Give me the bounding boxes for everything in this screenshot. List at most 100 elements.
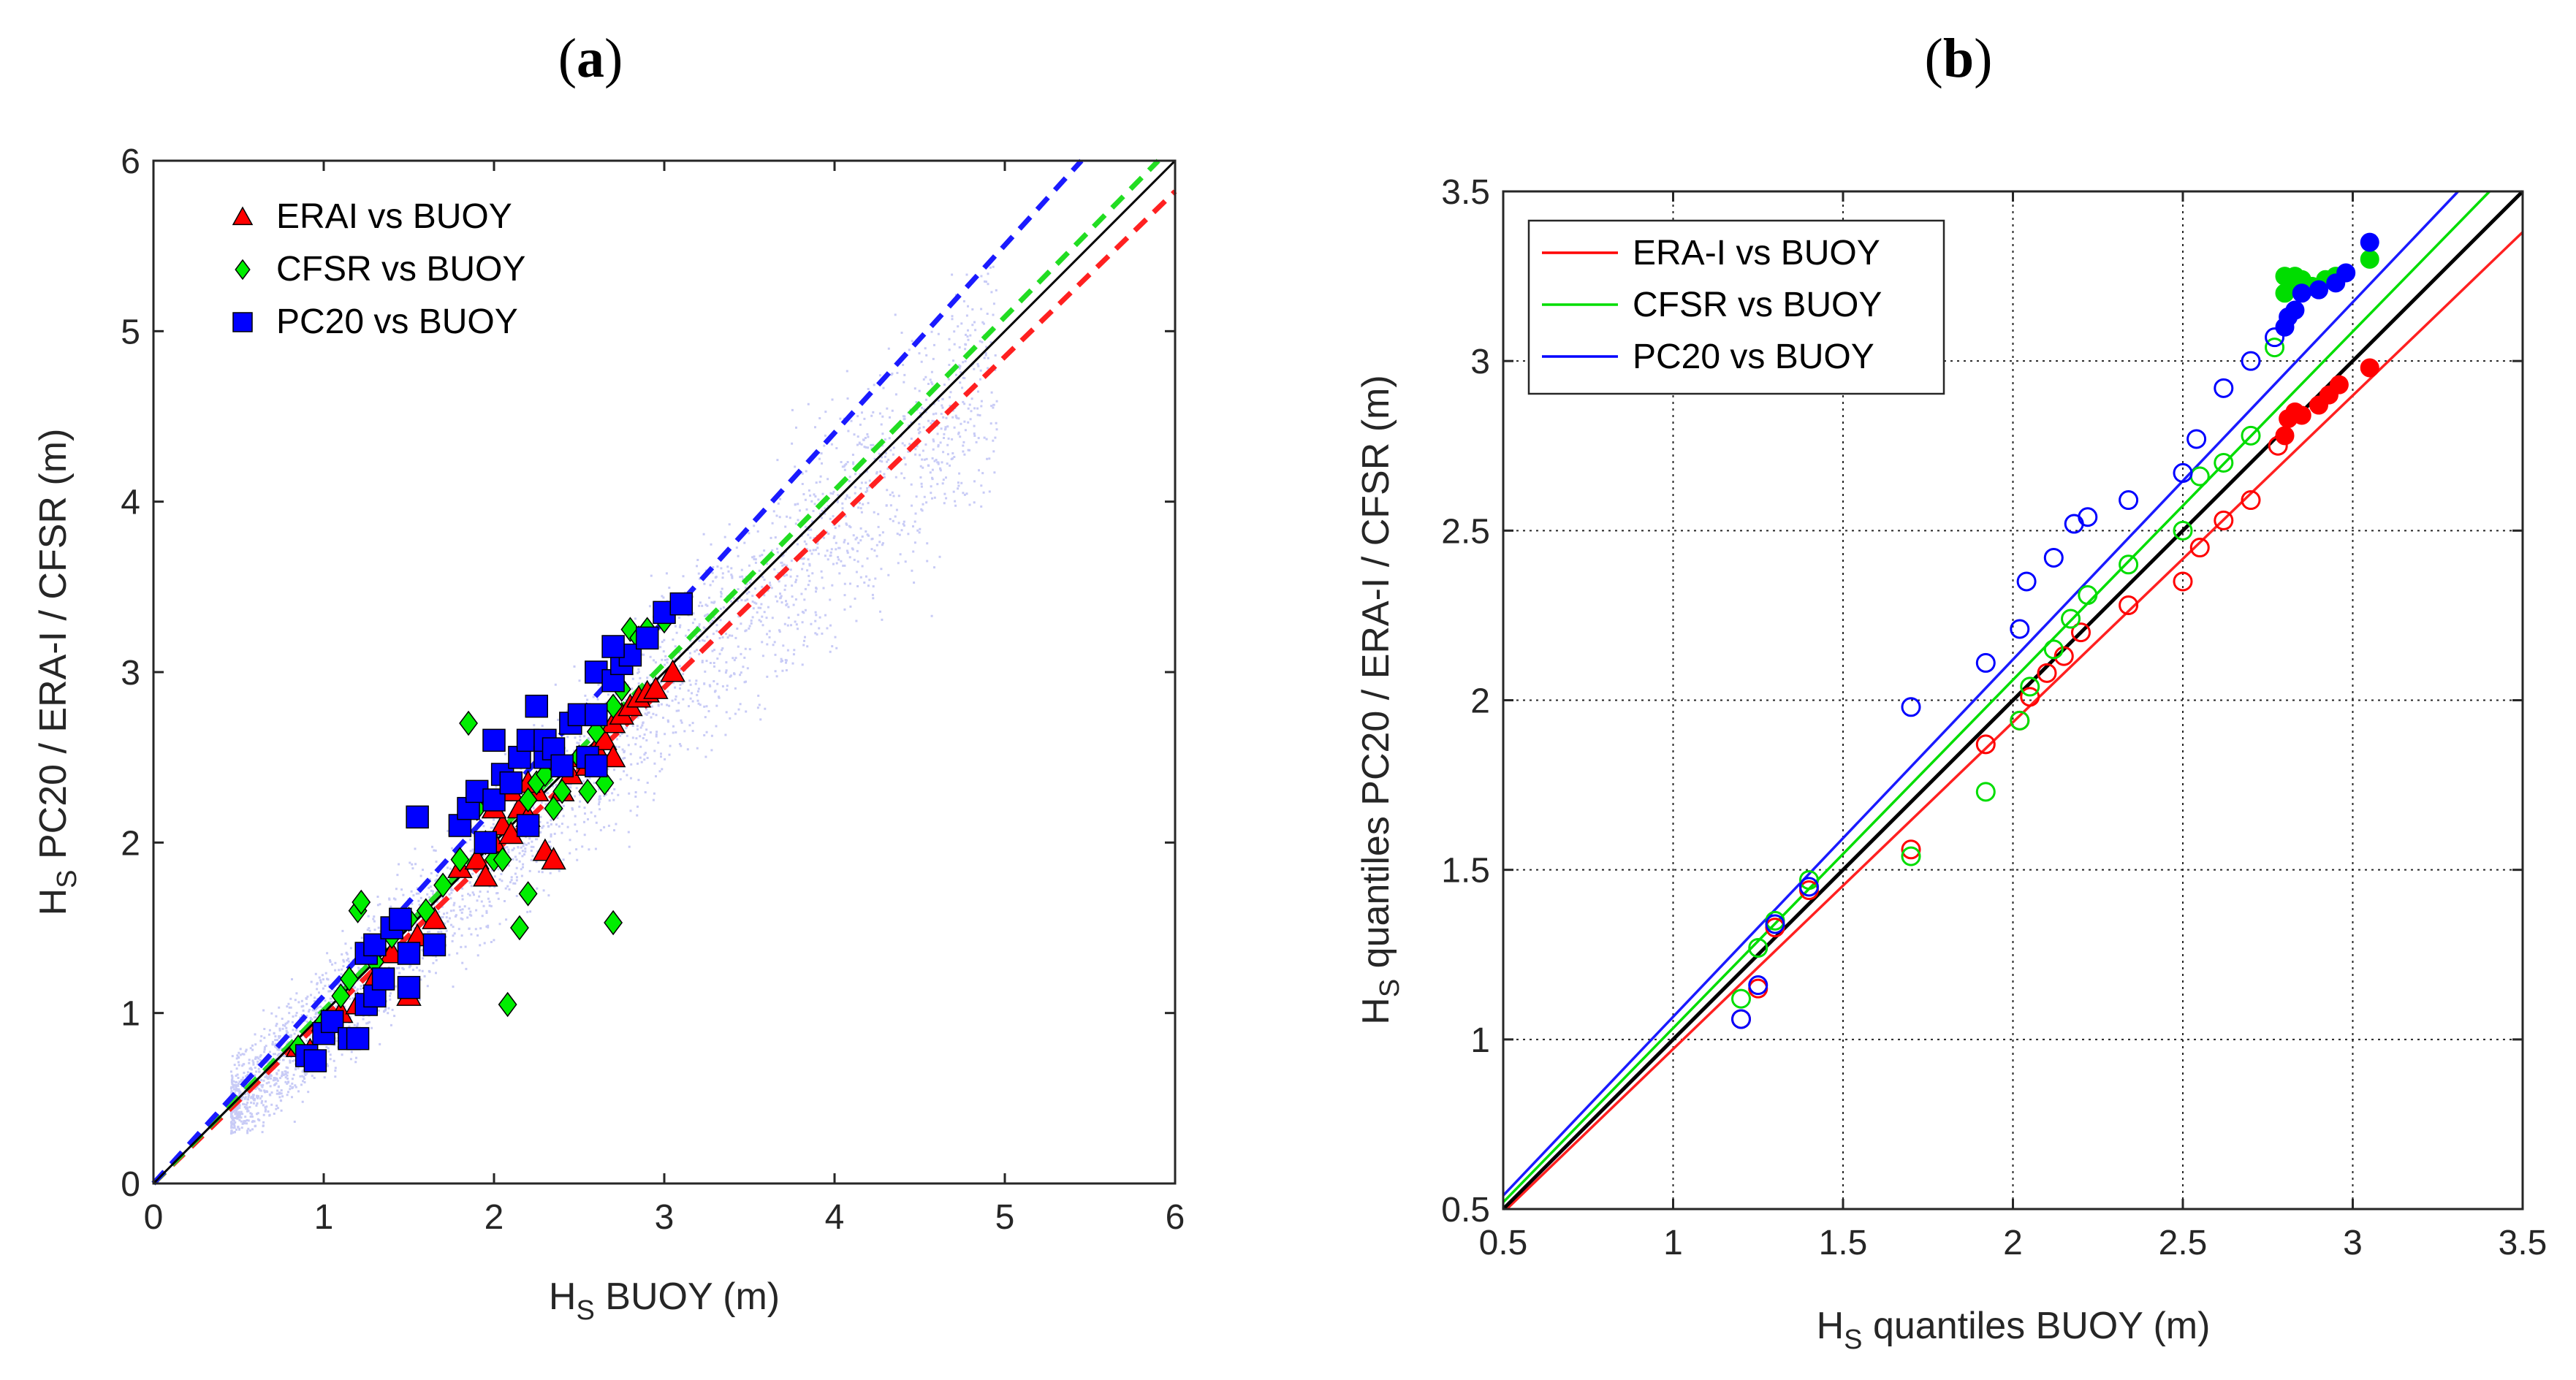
b-y-axis-label: HS quantiles PC20 / ERA-I / CFSR (m) (1355, 375, 1405, 1024)
b-legend-box (1527, 219, 1945, 395)
x-tick-label: 0 (144, 1198, 164, 1237)
a-point-triangle (464, 847, 490, 870)
a-ylabel-main: H (32, 888, 75, 916)
a-point-diamond (493, 847, 512, 872)
a-legend-label: PC20 vs BUOY (276, 302, 518, 341)
b-point-open (1748, 975, 1768, 996)
panel-a: (a) 0 1 2 3 4 5 6 0 1 2 3 4 5 6 ERAI vs BUOY CFSR vs B… (32, 28, 1185, 1326)
panel-b-label: (b) (1925, 28, 1993, 89)
panel-b-letter: b (1943, 28, 1974, 89)
b-point-open (2186, 429, 2207, 449)
b-point-open (2265, 327, 2285, 348)
y-tick-label: 0.5 (1441, 1191, 1490, 1230)
b-point-filled (2360, 232, 2379, 252)
a-point-square (389, 907, 412, 931)
b-point-filled (2285, 300, 2305, 320)
y-tick-label: 1 (1470, 1021, 1490, 1060)
b-point-open (1731, 988, 1751, 1009)
b-point-open (1901, 846, 1921, 866)
a-point-diamond (331, 983, 351, 1009)
b-point-open (1748, 937, 1768, 958)
panel-b: (b) 0.5 1 1.5 2 2.5 3 3.5 0.5 1 1.5 2 2.5 3 3.5 ERA-I… (1355, 28, 2547, 1355)
a-ylabel-rest: PC20 / ERA-I / CFSR (m) (32, 429, 75, 870)
b-point-filled (2360, 358, 2379, 378)
x-tick-label: 6 (1166, 1198, 1185, 1237)
panel-a-letter: a (577, 28, 604, 89)
y-tick-label: 6 (121, 142, 140, 181)
a-point-triangle (660, 659, 685, 682)
a-xlabel-sub: S (576, 1295, 594, 1326)
b-point-open (1901, 839, 1921, 860)
b-legend-label: CFSR vs BUOY (1633, 286, 1882, 324)
b-fit-line-pc20 (1502, 190, 2459, 1197)
x-tick-label: 1 (314, 1198, 334, 1237)
a-point-diamond (416, 898, 436, 923)
b-point-open (2020, 687, 2040, 707)
b-fit-line-cfsr (1502, 190, 2490, 1203)
a-legend-label: ERAI vs BUOY (276, 197, 512, 236)
a-point-square (397, 942, 421, 965)
b-point-filled (2275, 426, 2295, 446)
a-y-axis-label: HS PC20 / ERA-I / CFSR (m) (32, 429, 83, 916)
y-tick-label: 3.5 (1441, 173, 1490, 212)
x-tick-label: 2 (485, 1198, 504, 1237)
a-legend-marker-square (232, 312, 253, 332)
b-fit-lines (1502, 190, 2524, 1211)
b-point-filled (2309, 280, 2328, 300)
a-point-triangle (541, 847, 566, 870)
a-legend: ERAI vs BUOY CFSR vs BUOY PC20 vs BUOY (232, 197, 525, 341)
b-point-open (2078, 507, 2098, 527)
b-point-open (2119, 595, 2139, 615)
a-point-diamond (552, 779, 572, 804)
b-point-open (2010, 710, 2030, 731)
x-tick-label: 3.5 (2499, 1224, 2547, 1262)
a-point-diamond (498, 991, 517, 1018)
a-point-square (422, 933, 447, 957)
b-legend-label: ERA-I vs BUOY (1633, 234, 1880, 272)
a-xlabel-main: H (549, 1276, 577, 1318)
b-point-open (2214, 452, 2234, 473)
a-point-diamond (578, 779, 598, 804)
b-point-filled (2292, 405, 2311, 425)
x-tick-label: 5 (995, 1198, 1015, 1237)
a-point-square (525, 694, 548, 718)
b-ylabel-main: H (1355, 997, 1397, 1025)
a-point-diamond (450, 847, 470, 872)
b-point-open (2214, 510, 2234, 530)
b-point-open (1975, 652, 1996, 673)
b-point-open (2173, 462, 2193, 483)
b-point-open (1975, 734, 1996, 755)
b-point-open (2078, 585, 2098, 606)
a-point-square (303, 1049, 327, 1072)
b-fit-line-era-i (1505, 231, 2524, 1211)
b-point-open (2037, 663, 2057, 683)
b-point-filled (2329, 375, 2349, 394)
x-tick-label: 2 (2003, 1224, 2023, 1262)
b-point-open (2265, 338, 2285, 358)
b-point-open (2173, 571, 2193, 592)
y-tick-label: 2.5 (1441, 512, 1490, 551)
b-ylabel-rest: quantiles PC20 / ERA-I / CFSR (m) (1355, 375, 1397, 978)
b-point-open (1975, 782, 1996, 802)
b-data-points (1731, 232, 2379, 1029)
x-tick-label: 3 (655, 1198, 675, 1237)
a-point-diamond (518, 881, 538, 907)
a-x-axis-label: HS BUOY (m) (549, 1276, 780, 1326)
b-point-filled (2292, 283, 2311, 303)
y-tick-label: 5 (121, 313, 140, 351)
b-xlabel-sub: S (1844, 1324, 1862, 1355)
b-point-open (2173, 520, 2193, 541)
a-point-diamond (433, 872, 453, 898)
b-point-open (2064, 514, 2084, 534)
a-point-triangle (473, 864, 498, 887)
b-point-open (1731, 1009, 1751, 1029)
a-point-square (499, 771, 523, 795)
y-tick-label: 1.5 (1441, 852, 1490, 891)
a-point-square (550, 754, 574, 778)
y-tick-label: 0 (121, 1165, 140, 1204)
a-point-square (371, 967, 395, 991)
b-point-open (2043, 547, 2064, 568)
b-point-open (2241, 425, 2261, 446)
a-point-square (474, 831, 498, 855)
